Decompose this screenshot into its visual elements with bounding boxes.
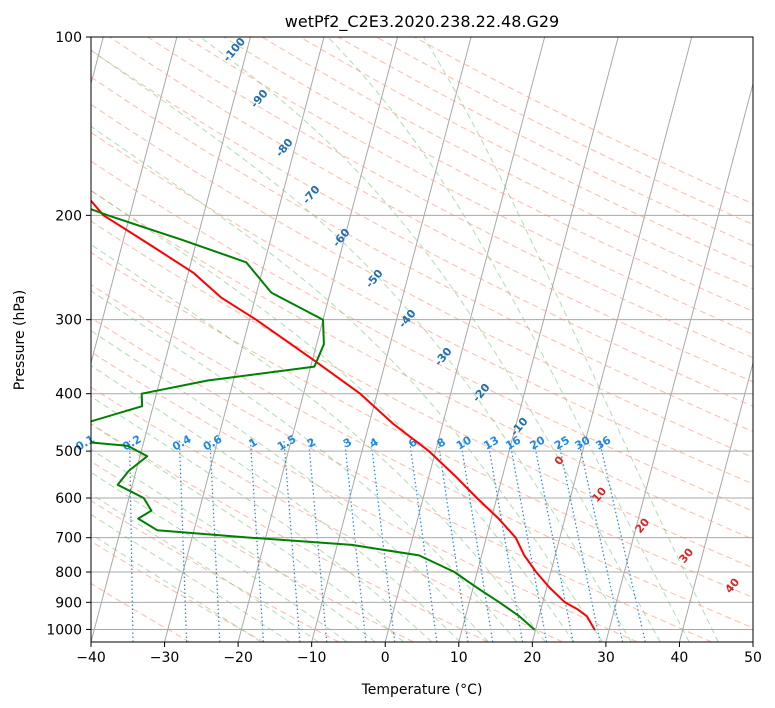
axes: −40 −30 −20 −10 0 10 20 30 40 50 100 200 300 400 500 60… — [46, 30, 762, 666]
x-tick-label: 30 — [597, 650, 615, 666]
mixing-ratio-line — [178, 440, 188, 642]
isotherm-line — [531, 37, 693, 642]
x-tick-label: 0 — [381, 650, 390, 666]
y-tick-label: 1000 — [46, 622, 82, 638]
mixing-ratio-line — [249, 440, 265, 642]
mixing-ratio-line — [209, 440, 221, 642]
sounding-profiles — [91, 199, 596, 631]
isotherm-line — [458, 37, 619, 642]
isotherm-line — [237, 37, 399, 642]
x-tick-label: −40 — [76, 650, 106, 666]
dewpoint-profile-line — [91, 208, 536, 631]
isotherm-line — [164, 37, 325, 642]
y-tick-label: 700 — [55, 531, 82, 547]
mixing-ratio-line — [409, 440, 438, 642]
dry-adiabat-line — [91, 103, 753, 458]
y-tick-label: 800 — [55, 565, 82, 581]
moist-adiabat-line — [423, 37, 719, 642]
dry-adiabat-line — [91, 131, 753, 485]
isotherm-line — [311, 37, 472, 642]
x-tick-label: −10 — [297, 650, 327, 666]
dry-adiabat-line — [91, 251, 753, 599]
y-tick-label: 400 — [55, 387, 82, 403]
y-axis-title: Pressure (hPa) — [12, 290, 28, 390]
x-tick-label: 20 — [523, 650, 541, 666]
isotherm-line — [384, 37, 546, 642]
dry-adiabat-line — [91, 76, 753, 433]
moist-adiabat-line — [91, 513, 290, 642]
x-tick-label: −30 — [150, 650, 180, 666]
dry-adiabat-line — [91, 220, 753, 569]
temperature-profile-line — [91, 199, 596, 631]
y-tick-label: 900 — [55, 595, 82, 611]
dry-adiabat-line — [109, 37, 753, 383]
pressure-gridlines — [91, 37, 753, 630]
mixing-ratio-line — [370, 440, 396, 642]
moist-adiabat-line — [91, 364, 461, 642]
mixing-ratio-line — [344, 440, 367, 642]
moist-adiabat-line — [91, 49, 632, 642]
dry-adiabat-line — [147, 37, 753, 359]
dry-adiabat-line — [223, 37, 753, 312]
isotherm-line — [91, 37, 178, 365]
moist-adiabat-line — [91, 448, 376, 642]
dry-adiabat-line — [91, 423, 489, 642]
plot-background — [91, 37, 753, 642]
dry-adiabat-line — [91, 386, 563, 642]
y-tick-label: 200 — [55, 208, 82, 224]
x-tick-label: 10 — [450, 650, 468, 666]
x-axis-title: Temperature (°C) — [361, 682, 483, 698]
moist-adiabat-line — [91, 125, 603, 642]
mixing-ratio-line — [308, 440, 328, 642]
moist-adiabat-line — [91, 493, 319, 642]
isotherm-line — [605, 81, 753, 642]
x-tick-label: 40 — [671, 650, 689, 666]
x-tick-label: −20 — [223, 650, 253, 666]
moist-adiabat-line — [327, 37, 690, 642]
y-tick-label: 500 — [55, 444, 82, 460]
isotherm-line — [678, 360, 753, 642]
background-guide-lines — [91, 37, 753, 642]
chart-title: wetPf2_C2E3.2020.238.22.48.G29 — [285, 12, 559, 32]
dry-adiabat-line — [91, 582, 190, 642]
moist-adiabat-line — [91, 189, 575, 642]
y-tick-label: 300 — [55, 313, 82, 329]
plot-frame — [90, 36, 754, 643]
mixing-ratio-line — [598, 440, 646, 642]
mixing-ratio-line — [129, 440, 134, 642]
moist-adiabat-line — [91, 290, 518, 642]
dry-adiabat-line — [261, 37, 753, 290]
dry-adiabat-line — [91, 460, 414, 642]
y-tick-label: 600 — [55, 491, 82, 507]
dry-adiabat-line — [91, 283, 753, 629]
x-tick-label: 50 — [744, 650, 762, 666]
isotherm-line — [91, 37, 251, 642]
moist-adiabat-line — [91, 533, 262, 642]
dry-adiabat-line — [91, 190, 753, 540]
moist-adiabat-line — [91, 395, 433, 642]
dry-adiabat-line — [91, 351, 638, 642]
moist-adiabat-line — [91, 243, 546, 642]
y-tick-label: 100 — [55, 30, 82, 46]
isotherm-line — [752, 640, 753, 642]
dry-adiabat-line — [91, 317, 712, 642]
